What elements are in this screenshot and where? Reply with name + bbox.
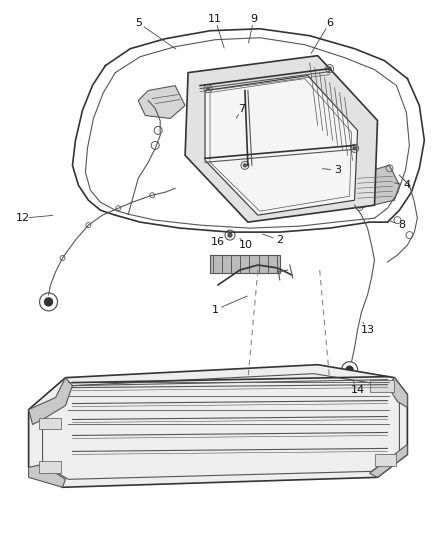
- Polygon shape: [28, 365, 407, 487]
- Text: 1: 1: [212, 305, 219, 315]
- Circle shape: [228, 233, 232, 237]
- Bar: [39, 462, 60, 473]
- Text: 4: 4: [404, 180, 411, 190]
- Polygon shape: [185, 55, 378, 222]
- Text: 11: 11: [208, 14, 222, 24]
- Text: 6: 6: [326, 18, 333, 28]
- Text: 3: 3: [334, 165, 341, 175]
- Text: 8: 8: [398, 220, 405, 230]
- Text: 14: 14: [350, 385, 364, 394]
- Circle shape: [45, 298, 53, 306]
- Text: 5: 5: [135, 18, 142, 28]
- FancyBboxPatch shape: [210, 255, 280, 273]
- Text: 12: 12: [16, 213, 30, 223]
- Bar: [39, 417, 60, 430]
- Text: 10: 10: [239, 240, 253, 250]
- Circle shape: [207, 87, 209, 90]
- Text: 13: 13: [360, 325, 374, 335]
- Polygon shape: [138, 86, 185, 118]
- Circle shape: [346, 366, 353, 373]
- Circle shape: [353, 147, 356, 150]
- Circle shape: [328, 67, 331, 70]
- Polygon shape: [205, 76, 357, 215]
- Text: 16: 16: [211, 237, 225, 247]
- Bar: [374, 455, 396, 466]
- Polygon shape: [28, 378, 72, 424]
- Circle shape: [244, 164, 247, 167]
- Polygon shape: [370, 445, 407, 478]
- Text: 9: 9: [251, 14, 258, 24]
- Polygon shape: [28, 464, 66, 487]
- Bar: [370, 379, 395, 392]
- Text: 7: 7: [238, 103, 245, 114]
- Text: 2: 2: [276, 235, 283, 245]
- Polygon shape: [348, 165, 399, 208]
- Polygon shape: [388, 378, 407, 408]
